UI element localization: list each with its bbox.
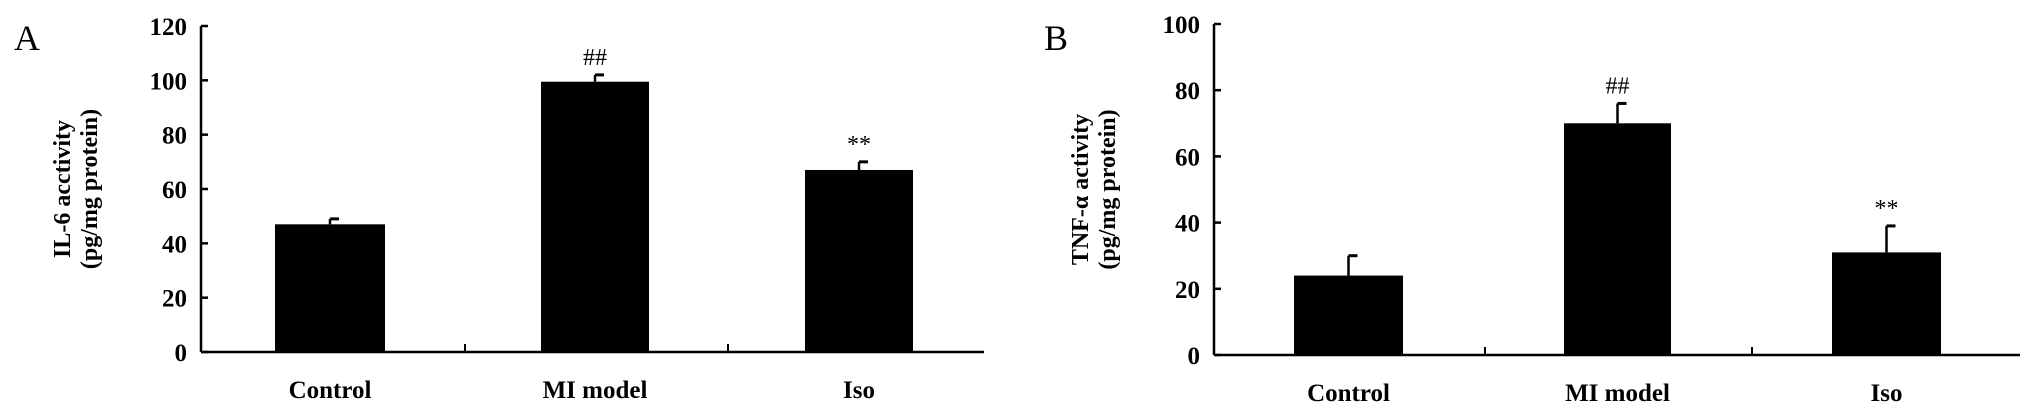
y-tick-label: 80 [162, 123, 187, 150]
y-tick-label: 0 [175, 340, 188, 367]
bar-control [1294, 275, 1403, 355]
y-axis-label: IL-6 acctivity(pg/mg protein) [50, 109, 103, 269]
panel-A: A 0 20 40 60 80 100 120 IL-6 acctivity(pg/mg pro… [14, 14, 984, 404]
x-tick-label: Control [289, 377, 372, 404]
bar-mi-model [1564, 123, 1671, 355]
y-tick-label: 20 [1175, 277, 1200, 304]
panel-label: A [14, 18, 40, 58]
panel-label: B [1044, 18, 1068, 58]
y-axis-label-line1: IL-6 acctivity [50, 120, 76, 258]
bar-control [275, 224, 385, 352]
bar-iso [1832, 252, 1941, 355]
significance-marker: ** [847, 132, 871, 158]
y-tick-label: 80 [1175, 78, 1200, 105]
x-tick-label: Iso [843, 377, 875, 404]
y-tick-label: 120 [150, 14, 188, 41]
y-axis-label-line1: TNF-α activity [1068, 114, 1094, 265]
y-axis-label: TNF-α activity(pg/mg protein) [1068, 109, 1121, 269]
x-tick-label: MI model [543, 377, 648, 404]
y-tick-label: 100 [150, 68, 188, 95]
y-tick-label: 60 [1175, 144, 1200, 171]
y-axis-label-line2: (pg/mg protein) [1095, 109, 1121, 269]
y-tick-label: 60 [162, 177, 187, 204]
significance-marker: ## [1606, 73, 1630, 99]
x-tick-label: MI model [1565, 380, 1670, 407]
significance-marker: ** [1875, 196, 1899, 222]
x-tick-label: Iso [1871, 380, 1903, 407]
y-tick-label: 100 [1163, 12, 1201, 39]
y-axis-label-line2: (pg/mg protein) [77, 109, 103, 269]
bar-mi-model [541, 81, 649, 353]
x-tick-label: Control [1307, 380, 1390, 407]
significance-marker: ## [583, 45, 607, 71]
bar-iso [805, 169, 913, 352]
panel-B: B 0 20 40 60 80 100 TNF-α activity(pg/mg protei… [1044, 12, 2020, 407]
y-tick-label: 20 [162, 286, 187, 313]
y-tick-label: 40 [162, 231, 187, 258]
y-tick-label: 0 [1188, 343, 1201, 370]
y-tick-label: 40 [1175, 211, 1200, 238]
